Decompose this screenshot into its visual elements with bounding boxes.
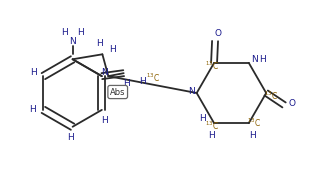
Text: H: H — [96, 39, 103, 48]
Text: H: H — [77, 28, 84, 37]
Text: H: H — [30, 68, 37, 77]
Text: H: H — [109, 45, 116, 54]
Text: O: O — [215, 29, 222, 38]
Text: Abs: Abs — [110, 88, 126, 97]
Text: N: N — [251, 55, 258, 64]
Text: $^{13}$C: $^{13}$C — [264, 90, 278, 102]
Text: $^{13}$C: $^{13}$C — [247, 117, 261, 129]
Text: $^{13}$C: $^{13}$C — [205, 120, 219, 132]
Text: H: H — [259, 55, 266, 64]
Text: H: H — [67, 133, 74, 142]
Text: H: H — [61, 28, 68, 37]
Text: $^{13}$C: $^{13}$C — [205, 60, 219, 72]
Text: H: H — [139, 77, 146, 86]
Text: $^{13}$C: $^{13}$C — [145, 71, 160, 84]
Text: H: H — [250, 131, 256, 139]
Text: N: N — [101, 68, 108, 77]
Text: N: N — [69, 37, 76, 46]
Text: O: O — [289, 99, 295, 108]
Text: N: N — [188, 86, 195, 96]
Text: H: H — [29, 105, 36, 114]
Text: H: H — [123, 79, 130, 88]
Text: H: H — [101, 116, 108, 125]
Text: H: H — [208, 131, 215, 139]
Text: H: H — [199, 114, 206, 123]
